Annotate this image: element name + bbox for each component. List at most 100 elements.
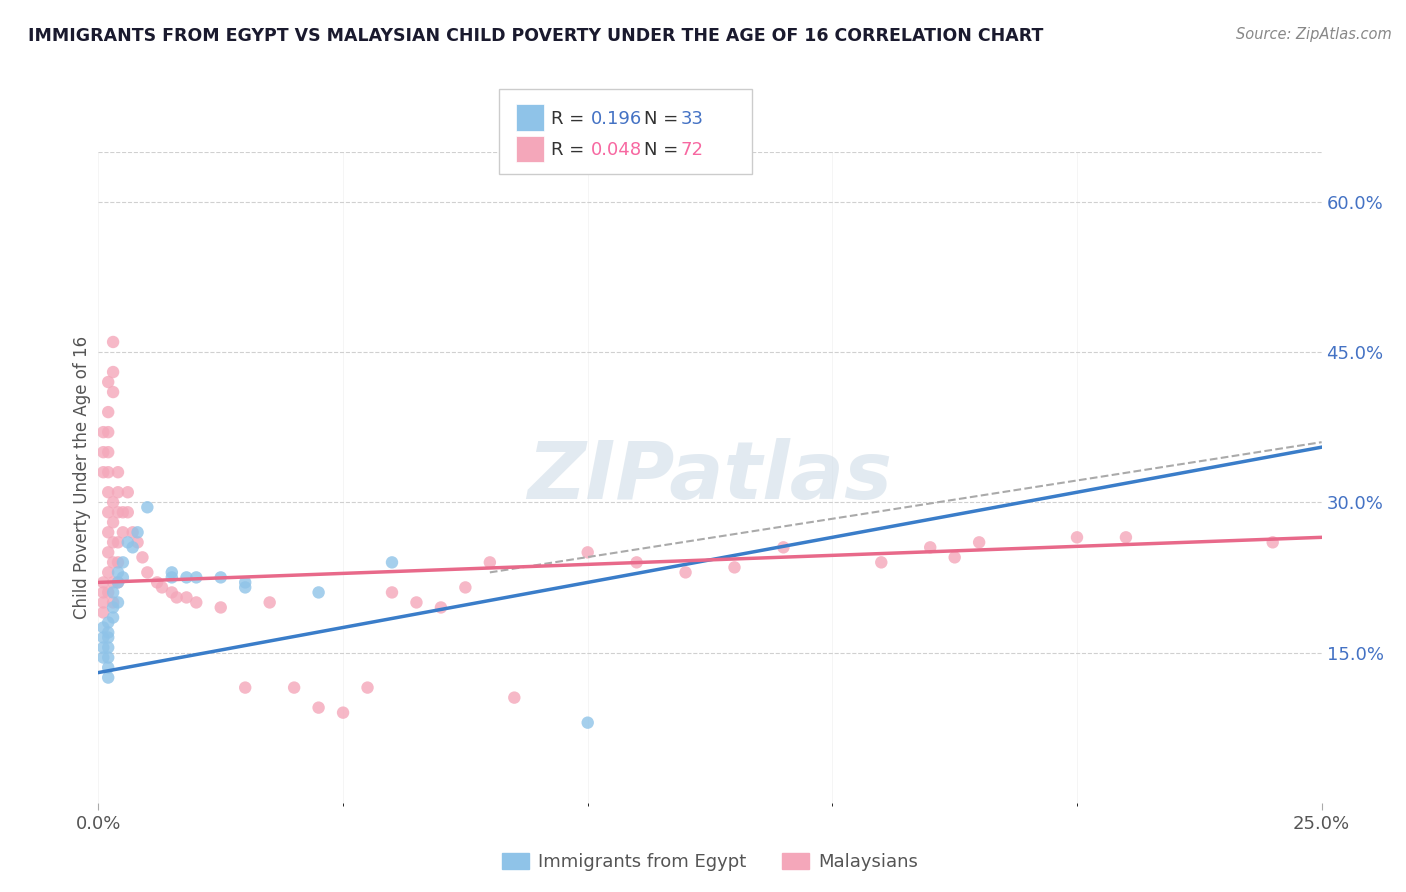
Point: [91, 465, 114, 479]
Point: [101, 495, 124, 509]
Point: [209, 600, 232, 615]
Point: [117, 505, 139, 519]
Point: [967, 535, 990, 549]
Point: [1115, 530, 1137, 544]
Point: [131, 550, 153, 565]
Point: [107, 575, 129, 590]
Point: [308, 585, 330, 599]
Text: 0.048: 0.048: [591, 141, 641, 159]
Point: [107, 566, 129, 580]
Point: [186, 570, 208, 584]
Point: [176, 570, 198, 584]
Point: [97, 625, 120, 640]
Point: [176, 591, 198, 605]
Point: [101, 535, 124, 549]
Point: [111, 555, 134, 569]
Point: [576, 715, 599, 730]
Point: [97, 671, 120, 685]
Point: [127, 525, 149, 540]
Point: [91, 620, 114, 634]
Point: [101, 516, 124, 530]
Point: [920, 541, 942, 555]
Point: [943, 550, 966, 565]
Point: [186, 595, 208, 609]
Point: [117, 485, 139, 500]
Text: ZIPatlas: ZIPatlas: [527, 438, 893, 516]
Point: [97, 425, 120, 439]
Point: [97, 375, 120, 389]
Point: [97, 525, 120, 540]
Point: [146, 575, 169, 590]
Point: [91, 640, 114, 655]
Point: [209, 570, 232, 584]
Point: [503, 690, 526, 705]
Text: R =: R =: [551, 110, 585, 128]
Point: [111, 570, 134, 584]
Point: [111, 505, 134, 519]
Text: 72: 72: [681, 141, 703, 159]
Point: [723, 560, 745, 574]
Point: [97, 631, 120, 645]
Point: [111, 525, 134, 540]
Point: [160, 570, 183, 584]
Point: [97, 465, 120, 479]
Point: [150, 581, 173, 595]
Point: [97, 640, 120, 655]
Point: [97, 545, 120, 559]
Point: [870, 555, 893, 569]
Point: [91, 425, 114, 439]
Point: [160, 566, 183, 580]
Point: [117, 535, 139, 549]
Point: [107, 505, 129, 519]
Legend: Immigrants from Egypt, Malaysians: Immigrants from Egypt, Malaysians: [495, 846, 925, 879]
Text: N =: N =: [644, 141, 678, 159]
Point: [97, 405, 120, 419]
Point: [107, 575, 129, 590]
Point: [576, 545, 599, 559]
Point: [127, 535, 149, 549]
Point: [136, 500, 159, 515]
Point: [107, 595, 129, 609]
Text: N =: N =: [644, 110, 678, 128]
Text: 33: 33: [681, 110, 703, 128]
Point: [121, 525, 143, 540]
Point: [101, 585, 124, 599]
Point: [1066, 530, 1088, 544]
Point: [233, 681, 256, 695]
Point: [101, 575, 124, 590]
Point: [381, 555, 404, 569]
Point: [233, 581, 256, 595]
Point: [91, 585, 114, 599]
Point: [136, 566, 159, 580]
Point: [259, 595, 281, 609]
Point: [101, 334, 124, 349]
Point: [356, 681, 378, 695]
Point: [772, 541, 794, 555]
Point: [101, 610, 124, 624]
Text: IMMIGRANTS FROM EGYPT VS MALAYSIAN CHILD POVERTY UNDER THE AGE OF 16 CORRELATION: IMMIGRANTS FROM EGYPT VS MALAYSIAN CHILD…: [28, 27, 1043, 45]
Point: [121, 541, 143, 555]
Text: Source: ZipAtlas.com: Source: ZipAtlas.com: [1236, 27, 1392, 42]
Y-axis label: Child Poverty Under the Age of 16: Child Poverty Under the Age of 16: [73, 335, 91, 619]
Point: [91, 631, 114, 645]
Point: [405, 595, 427, 609]
Point: [97, 660, 120, 674]
Point: [107, 485, 129, 500]
Point: [160, 585, 183, 599]
Point: [101, 595, 124, 609]
Point: [166, 591, 188, 605]
Point: [478, 555, 501, 569]
Point: [107, 555, 129, 569]
Point: [101, 385, 124, 400]
Point: [675, 566, 697, 580]
Point: [101, 365, 124, 379]
Point: [97, 566, 120, 580]
Point: [97, 445, 120, 459]
Text: R =: R =: [551, 141, 585, 159]
Point: [626, 555, 648, 569]
Point: [107, 535, 129, 549]
Point: [97, 485, 120, 500]
Point: [91, 595, 114, 609]
Point: [454, 581, 477, 595]
Point: [97, 650, 120, 665]
